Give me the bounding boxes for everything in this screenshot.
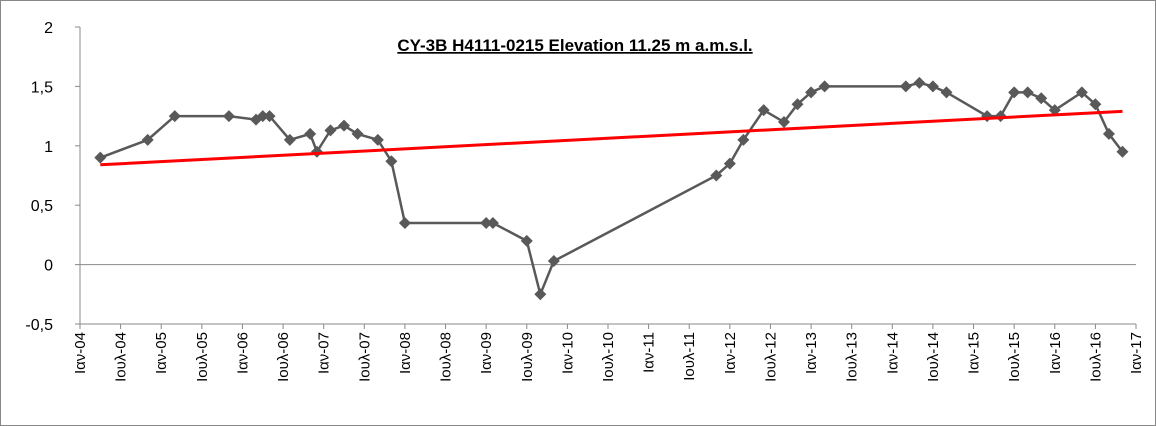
data-point: [1021, 86, 1034, 99]
data-point: [1102, 127, 1115, 140]
data-point: [304, 127, 317, 140]
data-point: [141, 133, 154, 146]
data-point: [385, 155, 398, 168]
x-tick-label: Ιαν-14: [884, 332, 901, 374]
x-tick-label: Ιουλ-10: [600, 332, 617, 382]
y-tick-label: 2: [44, 20, 53, 37]
x-tick-label: Ιουλ-11: [681, 332, 698, 381]
data-point: [1008, 86, 1021, 99]
data-point: [283, 133, 296, 146]
data-point: [926, 80, 939, 93]
x-tick-label: Ιαν-07: [316, 332, 333, 374]
data-point: [940, 86, 953, 99]
data-point: [534, 288, 547, 301]
data-point: [371, 133, 384, 146]
x-tick-label: Ιουλ-09: [519, 332, 536, 382]
data-point: [1116, 145, 1129, 158]
data-point: [757, 104, 770, 117]
data-point: [791, 98, 804, 111]
data-point: [222, 110, 235, 123]
data-point: [1075, 86, 1088, 99]
data-point: [324, 124, 337, 137]
data-point: [263, 110, 276, 123]
y-tick-label: 0,5: [31, 198, 53, 215]
x-tick-label: Ιαν-04: [72, 332, 89, 374]
x-tick-label: Ιαν-09: [478, 332, 495, 374]
data-point: [778, 116, 790, 129]
data-point: [737, 133, 750, 146]
data-point: [547, 255, 560, 268]
data-point: [338, 119, 350, 132]
y-tick-label: 0: [44, 258, 53, 275]
data-point: [351, 127, 364, 140]
y-tick-label: -0,5: [25, 317, 53, 334]
x-tick-label: Ιαν-11: [641, 332, 658, 373]
x-tick-label: Ιαν-13: [803, 332, 820, 374]
data-point: [723, 157, 736, 170]
x-tick-label: Ιαν-06: [234, 332, 251, 374]
x-tick-label: Ιουλ-04: [113, 332, 130, 382]
x-tick-label: Ιουλ-13: [844, 332, 861, 382]
data-point: [1089, 98, 1102, 111]
x-tick-label: Ιουλ-06: [275, 332, 292, 382]
x-tick-label: Ιουλ-05: [194, 332, 211, 382]
data-point: [1035, 92, 1048, 105]
y-tick-label: 1: [44, 139, 53, 156]
y-tick-label: 1,5: [31, 79, 53, 96]
data-point: [805, 86, 818, 99]
data-point: [1048, 104, 1061, 117]
x-tick-label: Ιαν-08: [397, 332, 414, 374]
data-point: [913, 76, 926, 89]
x-tick-label: Ιαν-15: [966, 332, 983, 374]
x-tick-label: Ιουλ-07: [356, 332, 373, 382]
x-tick-label: Ιουλ-12: [762, 332, 779, 382]
data-point: [256, 110, 269, 123]
data-point: [398, 217, 411, 230]
data-point: [710, 169, 723, 182]
data-point: [480, 217, 493, 230]
x-tick-label: Ιαν-17: [1128, 332, 1145, 374]
data-point: [168, 110, 181, 123]
series-line: [100, 109, 1123, 167]
x-tick-label: Ιουλ-16: [1087, 332, 1104, 382]
x-tick-label: Ιαν-16: [1047, 332, 1064, 374]
chart-title: CY-3B H4111-0215 Elevation 11.25 m a.m.s…: [397, 36, 752, 55]
x-tick-label: Ιουλ-15: [1006, 332, 1023, 382]
data-point: [899, 80, 912, 93]
data-point: [486, 217, 499, 230]
x-tick-label: Ιαν-10: [559, 332, 576, 374]
data-point: [818, 80, 831, 93]
x-tick-label: Ιουλ-08: [438, 332, 455, 382]
x-tick-label: Ιουλ-14: [925, 332, 942, 382]
data-point: [520, 234, 533, 247]
x-tick-label: Ιαν-05: [153, 332, 170, 374]
x-tick-label: Ιαν-12: [722, 332, 739, 374]
data-point: [94, 151, 107, 164]
